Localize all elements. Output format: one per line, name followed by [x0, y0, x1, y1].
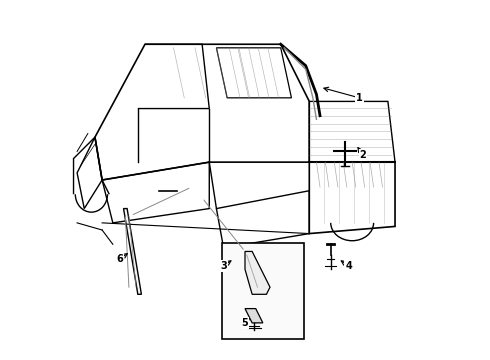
Text: 2: 2	[360, 150, 366, 160]
Polygon shape	[245, 309, 263, 323]
Polygon shape	[245, 251, 270, 294]
Text: 4: 4	[345, 261, 352, 271]
Text: 1: 1	[356, 93, 363, 103]
FancyBboxPatch shape	[222, 243, 304, 339]
Text: 6: 6	[117, 253, 123, 264]
Polygon shape	[123, 208, 142, 294]
Text: 3: 3	[220, 261, 227, 271]
Text: 5: 5	[242, 318, 248, 328]
